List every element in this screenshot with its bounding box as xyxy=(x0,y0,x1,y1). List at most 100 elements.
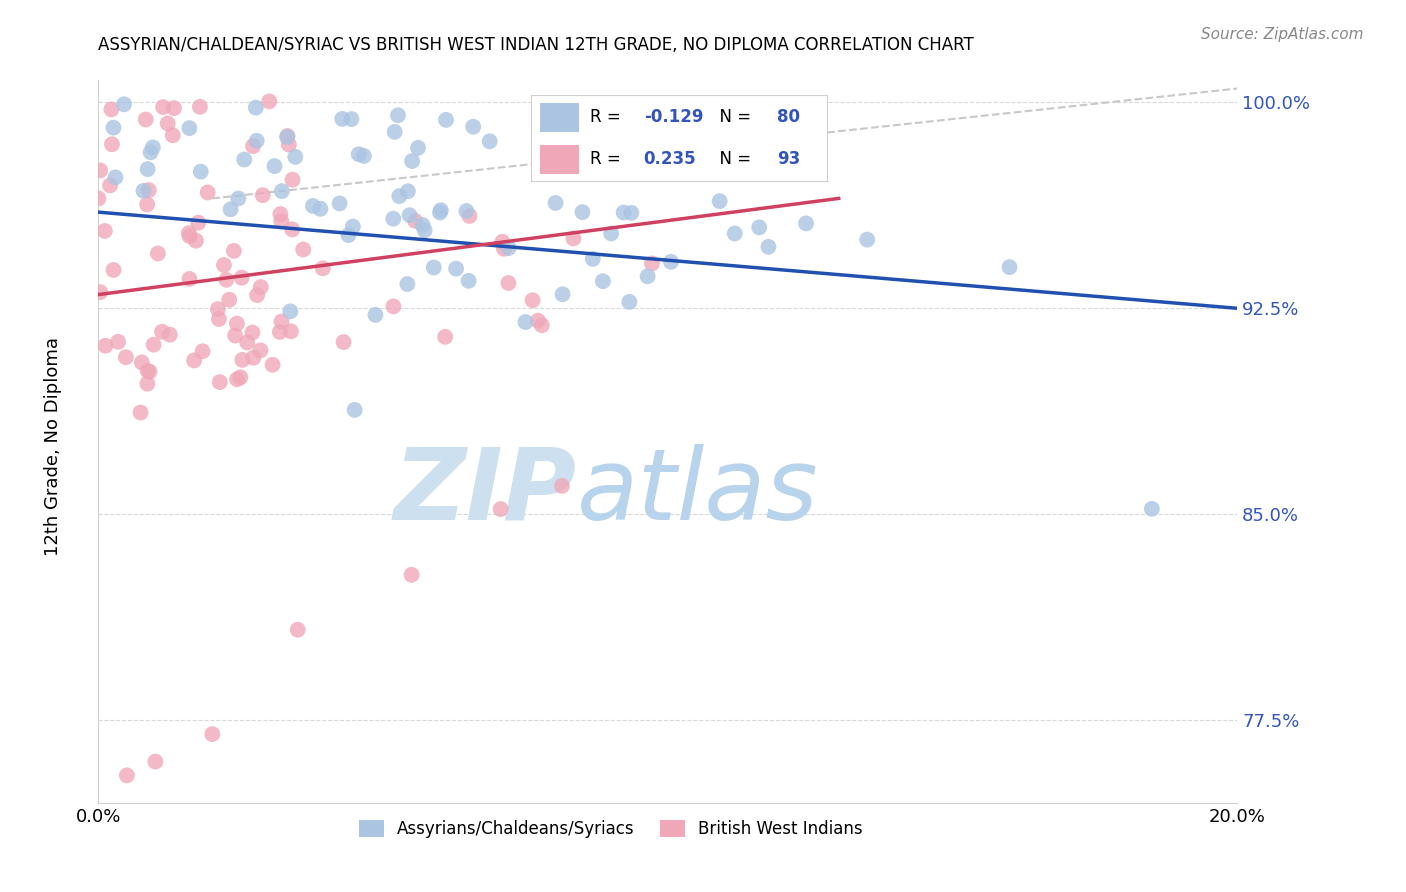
Point xyxy=(794,216,817,230)
Point xyxy=(280,304,302,318)
Point xyxy=(163,101,186,115)
Point xyxy=(94,224,117,238)
Point xyxy=(620,206,643,220)
Point xyxy=(150,325,173,339)
Point xyxy=(364,308,387,322)
Point xyxy=(287,623,309,637)
Point xyxy=(613,205,636,219)
Point xyxy=(396,184,419,198)
Point xyxy=(463,120,485,134)
Point xyxy=(262,358,284,372)
Point xyxy=(246,288,269,302)
Point xyxy=(737,96,759,111)
Point xyxy=(188,100,211,114)
Point xyxy=(236,335,259,350)
Point xyxy=(515,315,537,329)
Point xyxy=(388,189,411,203)
Point xyxy=(159,327,181,342)
Point xyxy=(115,768,138,782)
Point xyxy=(129,405,152,419)
Point xyxy=(382,300,405,314)
Point xyxy=(401,154,423,169)
Point xyxy=(457,274,479,288)
Point xyxy=(387,108,409,122)
Point xyxy=(270,184,292,198)
Point xyxy=(412,218,434,232)
Point xyxy=(551,287,574,301)
Point xyxy=(269,325,291,339)
Point xyxy=(641,256,664,270)
Point xyxy=(404,214,426,228)
Point xyxy=(242,139,264,153)
Point xyxy=(755,141,778,155)
Point xyxy=(430,203,453,218)
Point xyxy=(190,164,212,178)
Point xyxy=(228,191,250,205)
Point xyxy=(208,375,231,389)
Point xyxy=(406,141,429,155)
Point xyxy=(103,263,125,277)
Point xyxy=(252,188,274,202)
Point xyxy=(139,145,162,160)
Point xyxy=(179,121,201,136)
Point xyxy=(429,205,451,219)
Point xyxy=(226,372,249,386)
Point xyxy=(277,128,299,143)
Point xyxy=(444,261,467,276)
Point xyxy=(156,116,179,130)
Point xyxy=(434,112,457,127)
Point xyxy=(489,502,512,516)
Point xyxy=(270,214,292,228)
Point xyxy=(619,294,641,309)
Point xyxy=(246,134,269,148)
Point xyxy=(245,101,267,115)
Point xyxy=(401,567,423,582)
Point xyxy=(152,100,174,114)
Point xyxy=(191,344,214,359)
Point xyxy=(138,183,160,197)
Point xyxy=(856,233,879,247)
Point xyxy=(413,223,436,237)
Point xyxy=(1140,501,1163,516)
Point xyxy=(582,252,605,266)
Point xyxy=(342,219,364,234)
Point xyxy=(207,301,229,316)
Point xyxy=(544,196,567,211)
Point xyxy=(382,211,405,226)
Point xyxy=(257,95,280,109)
Point xyxy=(215,273,238,287)
Point xyxy=(242,351,264,365)
Point xyxy=(101,137,124,152)
Point xyxy=(748,220,770,235)
Point xyxy=(115,350,138,364)
Point xyxy=(100,103,122,117)
Point xyxy=(135,112,157,127)
Point xyxy=(530,318,553,333)
Point xyxy=(343,403,366,417)
Point xyxy=(233,153,256,167)
Point xyxy=(184,234,207,248)
Point xyxy=(330,112,353,126)
Point xyxy=(309,202,332,216)
Point xyxy=(281,172,304,186)
Point xyxy=(337,228,360,243)
Text: ZIP: ZIP xyxy=(394,443,576,541)
Point xyxy=(384,125,406,139)
Point xyxy=(136,162,159,177)
Point xyxy=(600,227,623,241)
Point xyxy=(498,276,520,290)
Point xyxy=(492,242,515,256)
Point xyxy=(758,240,780,254)
Point xyxy=(562,231,585,245)
Point xyxy=(103,120,125,135)
Point xyxy=(353,149,375,163)
Point xyxy=(224,328,246,343)
Point xyxy=(179,229,201,244)
Point xyxy=(179,272,201,286)
Point xyxy=(136,364,159,378)
Point xyxy=(270,314,292,328)
Point xyxy=(136,376,159,391)
Point xyxy=(276,130,298,145)
Point xyxy=(249,280,271,294)
Point xyxy=(280,324,302,338)
